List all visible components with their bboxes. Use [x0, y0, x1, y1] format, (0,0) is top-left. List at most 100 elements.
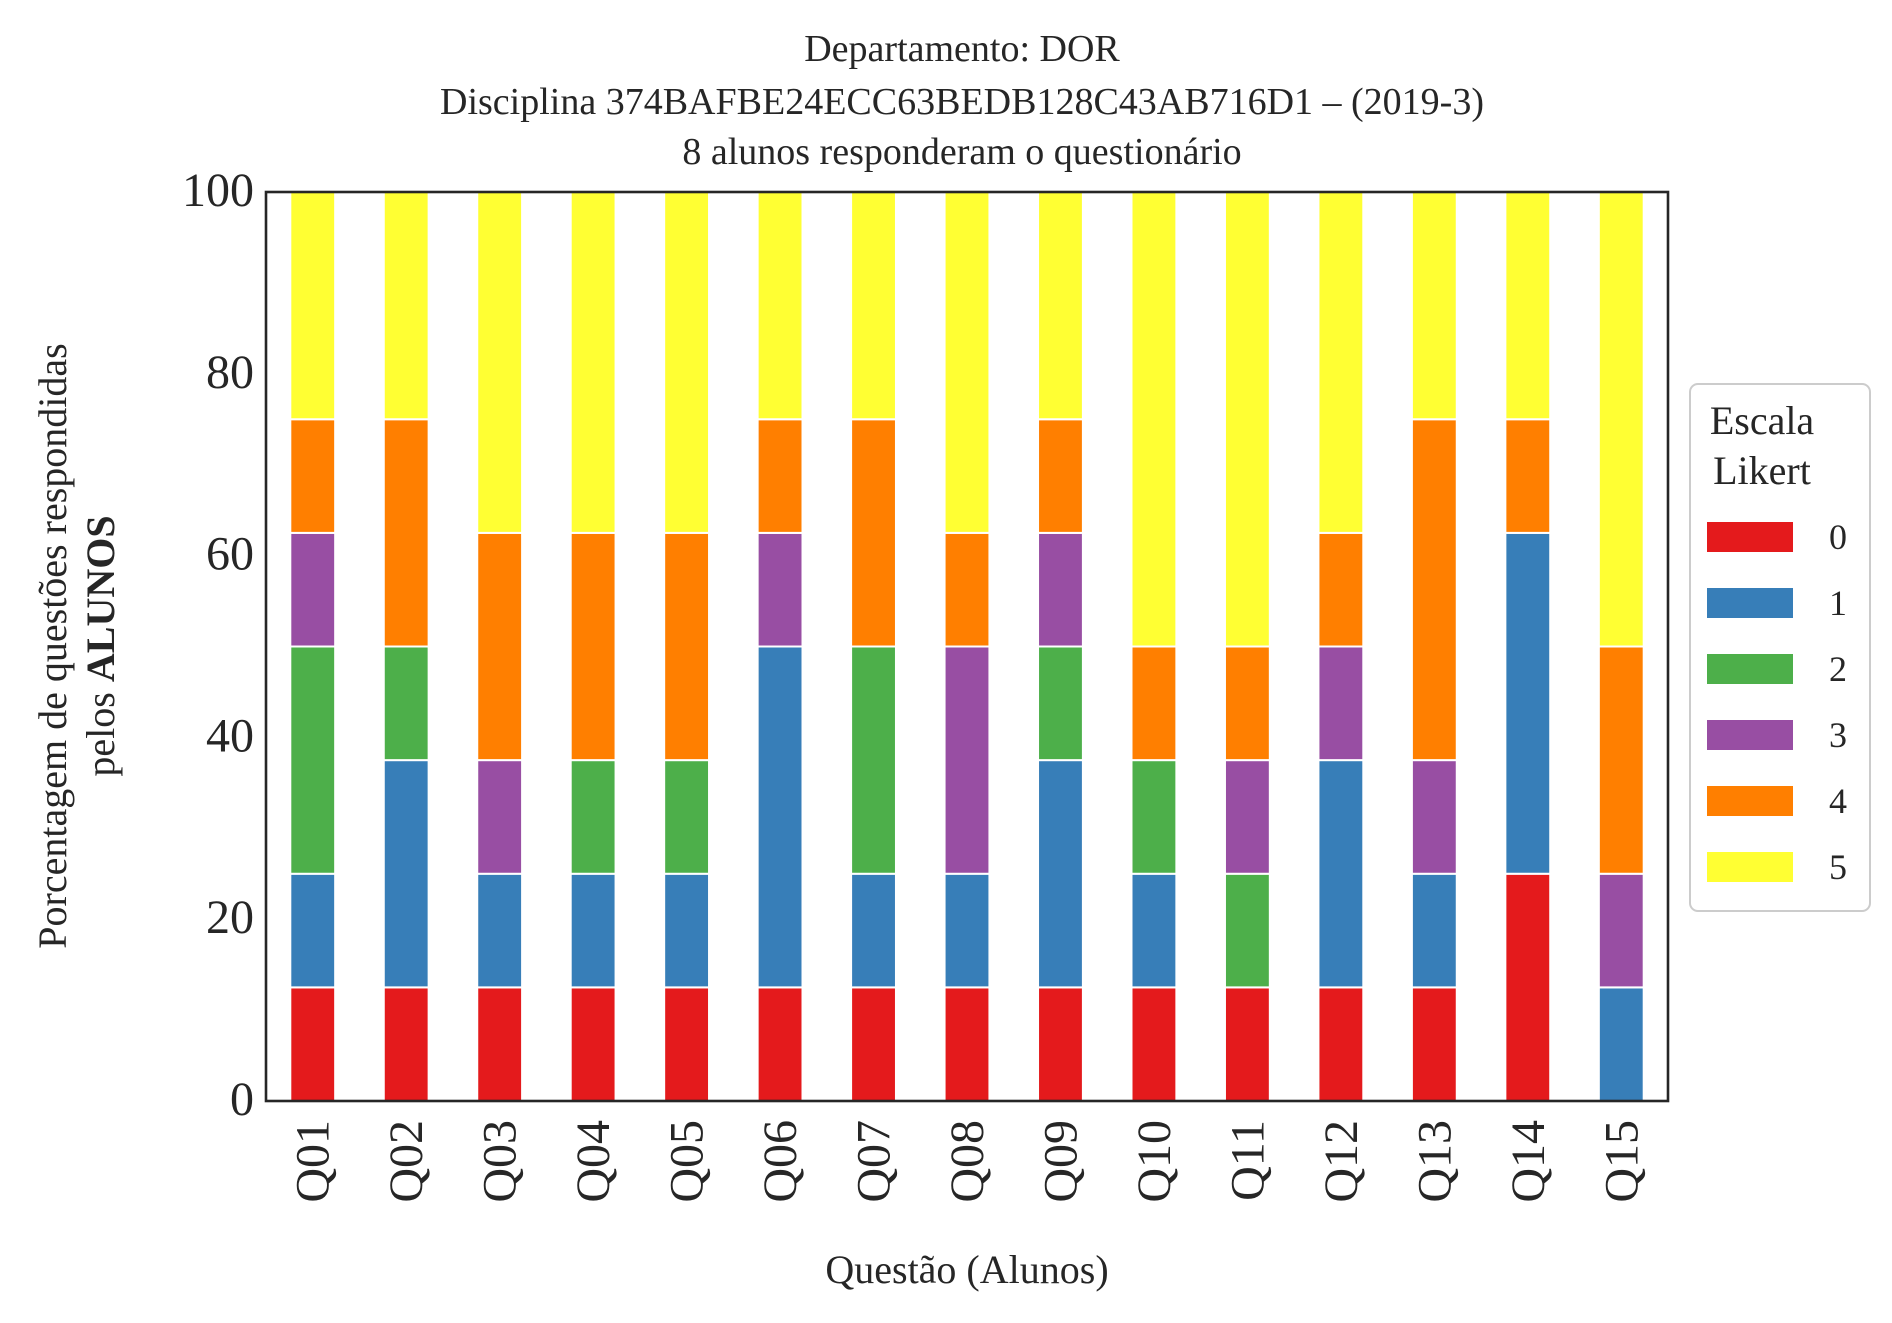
bar-segment-q01-level-5 [289, 191, 337, 421]
bar-segment-q09-level-0 [1037, 986, 1084, 1102]
legend-title-line-1: Escala [1710, 398, 1815, 443]
bar-segment-q06-level-0 [756, 986, 804, 1102]
bar-segment-q06-level-3 [756, 531, 804, 648]
bar-segment-q02-level-2 [382, 645, 430, 762]
legend-swatch-5 [1707, 852, 1793, 882]
bar-segment-q03-level-4 [476, 531, 524, 762]
legend-swatch-3 [1707, 720, 1793, 750]
bar-segment-q09-level-3 [1037, 531, 1084, 648]
x-tick-label: Q09 [1034, 1120, 1087, 1203]
bar-segment-q02-level-5 [382, 191, 430, 421]
chart-title-line-1: Departamento: DOR [804, 28, 1120, 70]
bar-segment-q06-level-1 [756, 645, 804, 989]
y-axis-label-line-2: pelos ALUNOS [78, 515, 123, 776]
y-tick-label: 60 [206, 528, 254, 581]
legend-items: 0 1 2 3 4 5 [1707, 517, 1847, 887]
y-tick-label: 40 [206, 709, 254, 762]
bar-segment-q11-level-4 [1223, 645, 1271, 762]
plot-frame [264, 190, 1670, 1103]
bar-segment-q15-level-3 [1597, 872, 1645, 989]
bar-segment-q03-level-1 [476, 872, 524, 989]
legend: Escala Likert 0 1 2 3 4 5 [1689, 383, 1871, 912]
x-axis-label: Questão (Alunos) [825, 1247, 1108, 1292]
bar-segment-q12-level-5 [1317, 191, 1365, 534]
bar-segment-q06-level-4 [756, 418, 804, 534]
bar-segment-q12-level-0 [1317, 986, 1365, 1102]
bar-segment-q01-level-4 [289, 418, 337, 534]
bar-segment-q04-level-0 [569, 986, 617, 1102]
bar-segment-q15-level-1 [1597, 986, 1645, 1102]
legend-label-5: 5 [1829, 847, 1847, 887]
bar-segment-q05-level-5 [663, 191, 711, 534]
x-axis-ticks: Q01 Q02 Q03 Q04 Q05 Q06 Q07 Q08 Q09 Q10 Q11 Q12 Q13 Q… [287, 1120, 1649, 1203]
bar-segment-q10-level-4 [1130, 645, 1178, 762]
bar-segment-q14-level-4 [1504, 418, 1552, 534]
bar-segment-q14-level-0 [1504, 872, 1552, 1102]
bar-segment-q09-level-1 [1037, 759, 1084, 989]
bar-segment-q08-level-4 [943, 531, 991, 648]
chart-title-line-2: Disciplina 374BAFBE24ECC63BEDB128C43AB71… [440, 81, 1484, 123]
bar-segment-q09-level-4 [1037, 418, 1084, 534]
bar-segment-q06-level-5 [756, 191, 804, 421]
bar-segment-q09-level-2 [1037, 645, 1084, 762]
bar-segment-q10-level-1 [1130, 872, 1178, 989]
y-axis-label-line-1: Porcentagem de questões respondidas [30, 343, 75, 948]
x-tick-label: Q06 [754, 1120, 807, 1203]
chart-title-line-3: 8 alunos responderam o questionário [682, 131, 1241, 173]
bar-segment-q01-level-2 [289, 645, 337, 875]
bar-segment-q12-level-3 [1317, 645, 1365, 762]
bar-segment-q13-level-0 [1410, 986, 1458, 1102]
bar-segment-q11-level-3 [1223, 759, 1271, 875]
legend-title-line-2: Likert [1713, 448, 1811, 493]
x-tick-label: Q05 [661, 1120, 714, 1203]
bars-layer [289, 191, 1645, 1102]
bar-segment-q07-level-5 [850, 191, 897, 421]
x-tick-label: Q08 [941, 1120, 994, 1203]
bar-segment-q07-level-0 [850, 986, 897, 1102]
bar-segment-q02-level-1 [382, 759, 430, 989]
bar-segment-q02-level-4 [382, 418, 430, 648]
bar-segment-q05-level-1 [663, 872, 711, 989]
bar-segment-q11-level-2 [1223, 872, 1271, 989]
legend-frame [1689, 383, 1871, 912]
bar-segment-q04-level-2 [569, 759, 617, 875]
legend-swatch-2 [1707, 654, 1793, 684]
bar-segment-q04-level-5 [569, 191, 617, 534]
bar-segment-q08-level-0 [943, 986, 991, 1102]
bar-segment-q15-level-5 [1597, 191, 1645, 648]
bar-segment-q14-level-1 [1504, 531, 1552, 875]
x-tick-label: Q04 [567, 1120, 620, 1203]
legend-label-3: 3 [1829, 715, 1847, 755]
bar-segment-q12-level-4 [1317, 531, 1365, 648]
bar-segment-q02-level-0 [382, 986, 430, 1102]
bar-segment-q04-level-4 [569, 531, 617, 762]
x-tick-label: Q03 [474, 1120, 527, 1203]
bar-segment-q10-level-2 [1130, 759, 1178, 875]
legend-label-2: 2 [1829, 649, 1847, 689]
y-tick-label: 80 [206, 346, 254, 399]
bar-segment-q05-level-0 [663, 986, 711, 1102]
x-tick-label: Q12 [1315, 1120, 1368, 1203]
bar-segment-q13-level-1 [1410, 872, 1458, 989]
x-tick-label: Q10 [1128, 1120, 1181, 1203]
bar-segment-q14-level-5 [1504, 191, 1552, 421]
bar-segment-q07-level-2 [850, 645, 897, 875]
legend-label-1: 1 [1829, 583, 1847, 623]
bar-segment-q13-level-3 [1410, 759, 1458, 875]
y-axis-label-prefix: pelos [78, 682, 123, 776]
y-tick-label: 100 [182, 164, 254, 217]
bar-segment-q10-level-0 [1130, 986, 1178, 1102]
bar-segment-q05-level-4 [663, 531, 711, 762]
bar-segment-q03-level-0 [476, 986, 524, 1102]
bar-segment-q01-level-3 [289, 531, 337, 648]
bar-segment-q01-level-0 [289, 986, 337, 1102]
y-tick-label: 0 [230, 1073, 254, 1126]
bar-segment-q01-level-1 [289, 872, 337, 989]
legend-swatch-4 [1707, 786, 1793, 816]
y-axis-ticks: 0 20 40 60 80 100 [182, 164, 254, 1126]
bar-segment-q03-level-3 [476, 759, 524, 875]
bar-segment-q08-level-1 [943, 872, 991, 989]
x-tick-label: Q11 [1221, 1120, 1274, 1201]
bar-segment-q08-level-3 [943, 645, 991, 875]
